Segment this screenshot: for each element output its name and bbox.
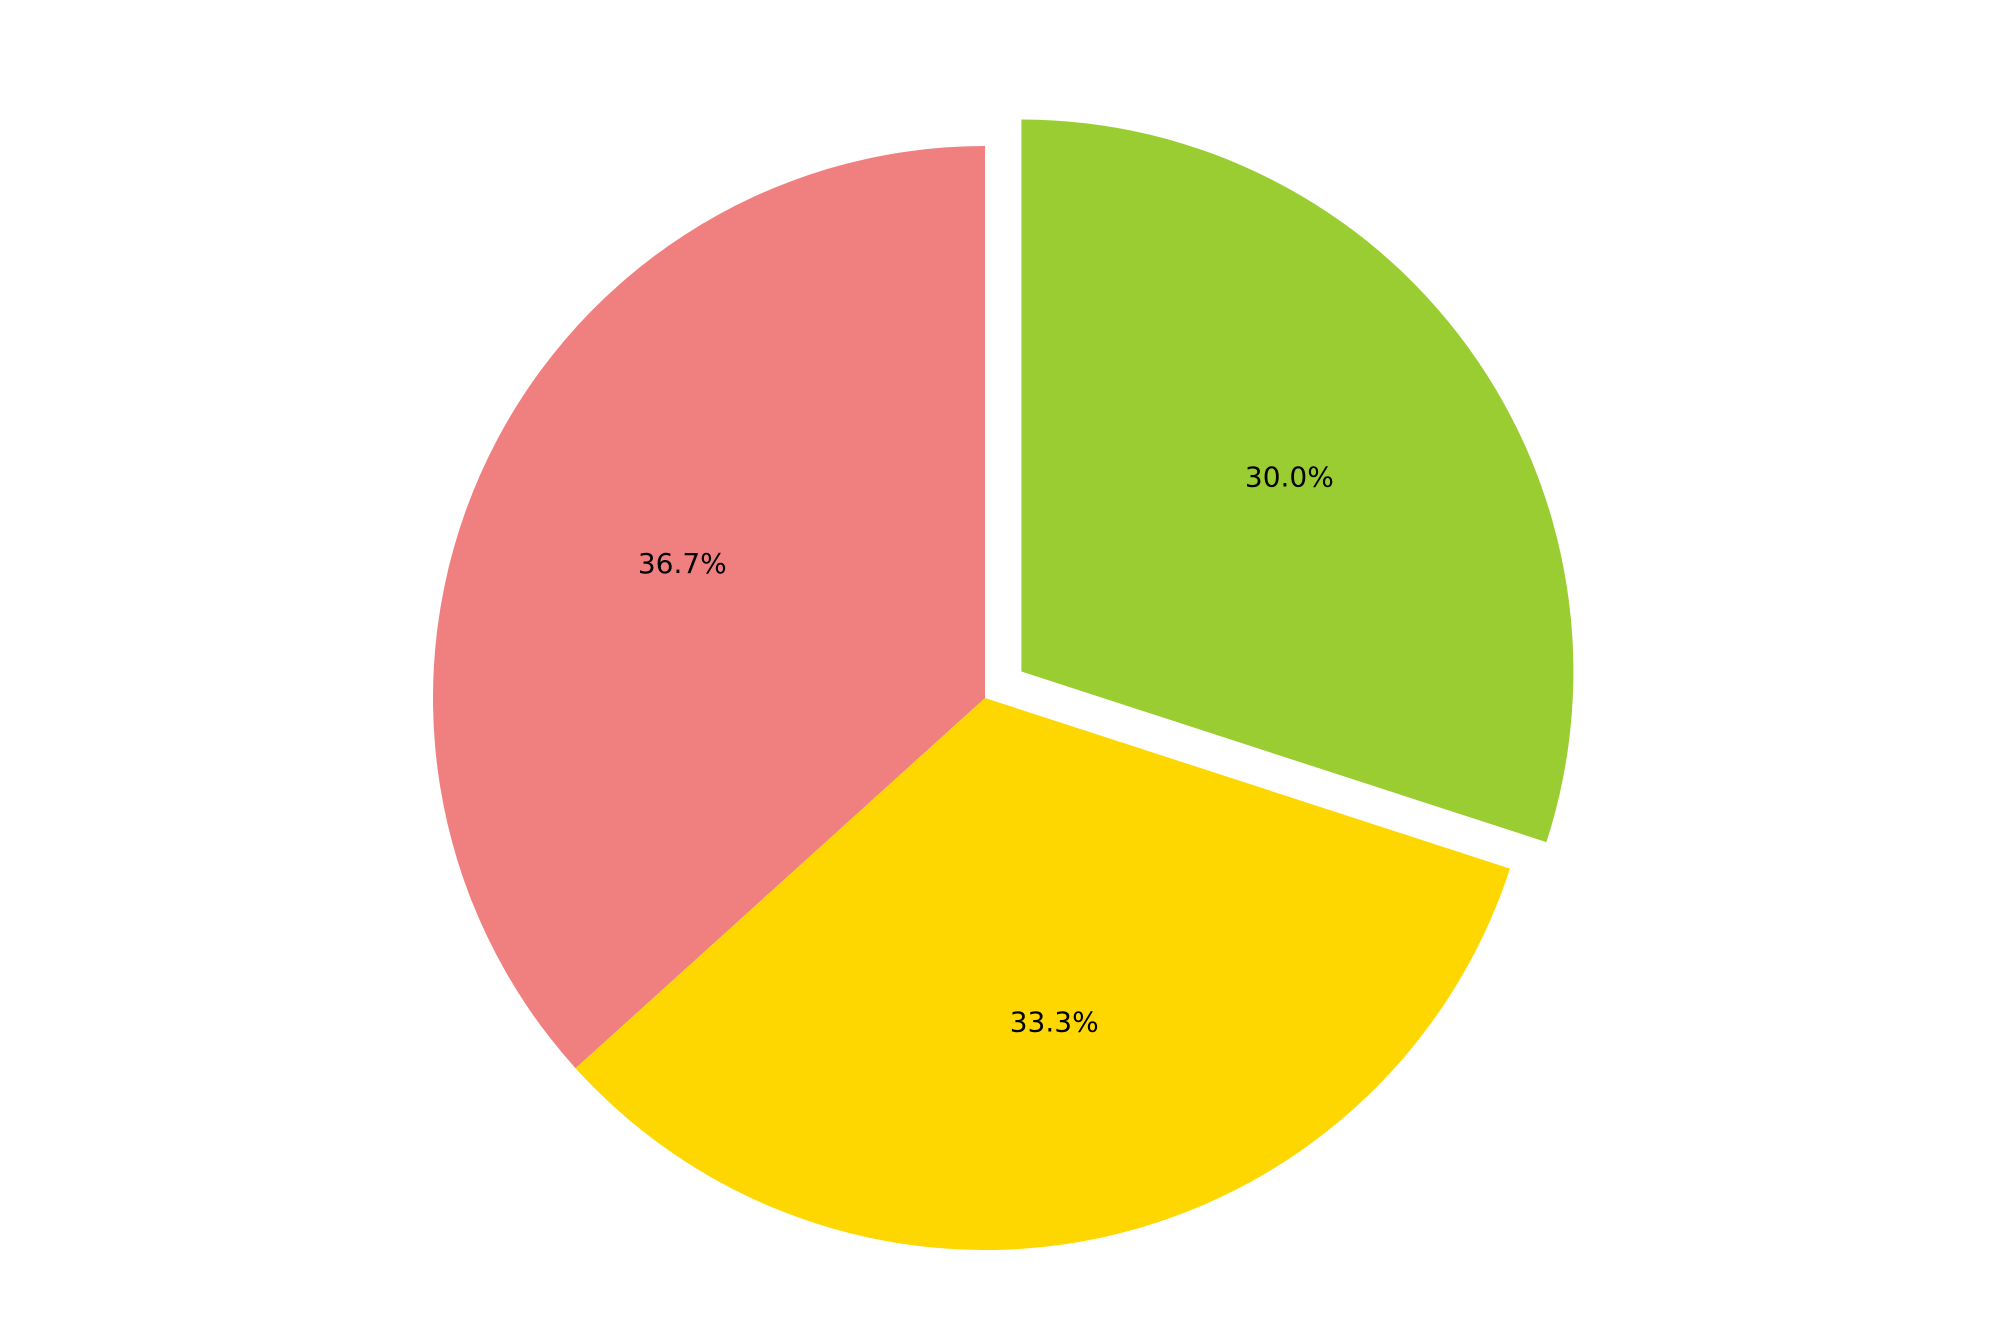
pie-slice-label-1: 30.0%	[1245, 460, 1334, 493]
pie-slice-label-3: 36.7%	[638, 547, 727, 580]
pie-slice-1	[1021, 119, 1574, 843]
pie-slices	[433, 119, 1574, 1250]
pie-slice-label-2: 33.3%	[1010, 1005, 1099, 1038]
pie-labels: 30.0% 33.3% 36.7%	[638, 460, 1334, 1038]
pie-slice-3	[433, 146, 986, 1069]
pie-slice-2	[575, 698, 1510, 1250]
